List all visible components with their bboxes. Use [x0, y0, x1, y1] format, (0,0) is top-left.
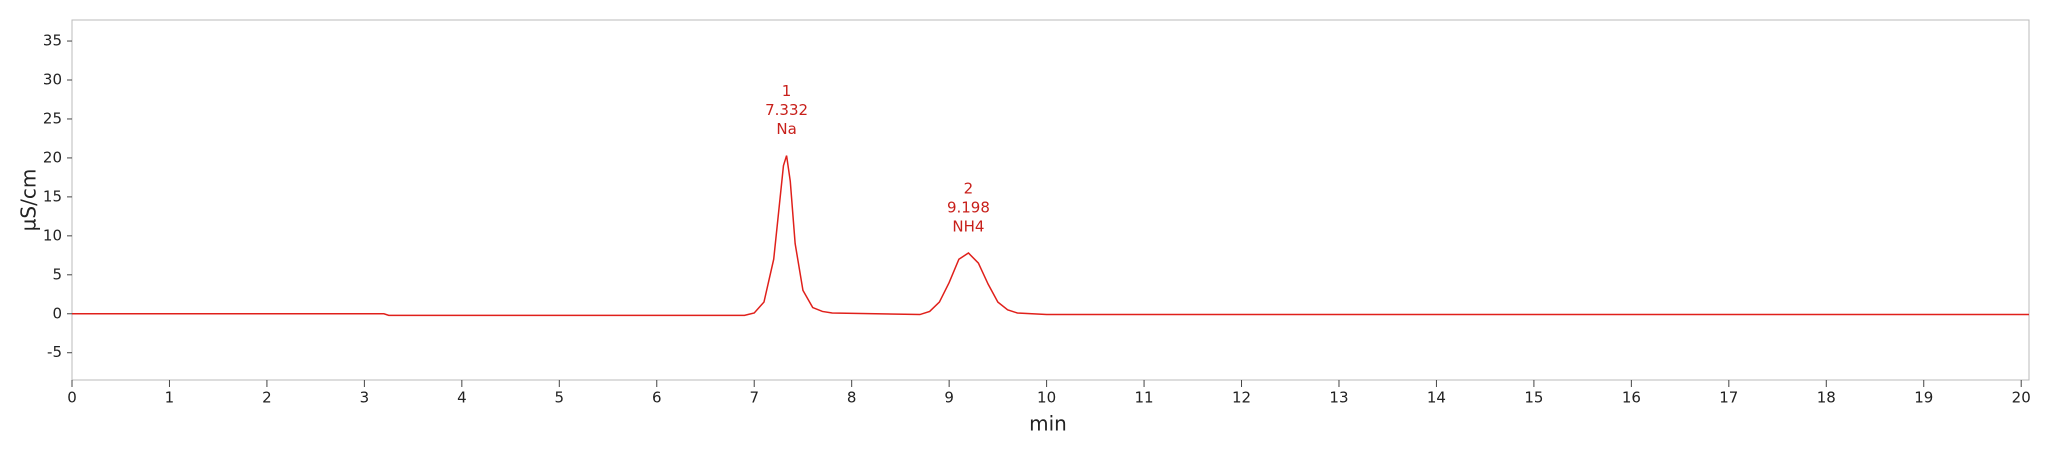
x-tick-label: 19 [1914, 389, 1933, 407]
x-tick-label: 4 [457, 389, 467, 407]
y-tick-label: 5 [52, 265, 62, 283]
x-tick-label: 16 [1622, 389, 1641, 407]
x-tick-label: 10 [1037, 389, 1056, 407]
x-tick-label: 12 [1232, 389, 1251, 407]
y-tick-label: 25 [43, 109, 62, 127]
x-axis-label: min [1029, 412, 1067, 436]
peak-name: Na [776, 120, 796, 138]
y-tick-label: 15 [43, 187, 62, 205]
x-tick-label: 14 [1427, 389, 1446, 407]
x-tick-label: 6 [652, 389, 662, 407]
x-tick-label: 13 [1329, 389, 1348, 407]
peak-time: 9.198 [947, 198, 990, 216]
x-tick-label: 18 [1817, 389, 1836, 407]
y-tick-label: 0 [52, 304, 62, 322]
x-tick-label: 1 [165, 389, 175, 407]
y-tick-label: -5 [47, 343, 62, 361]
y-tick-label: 10 [43, 226, 62, 244]
x-tick-label: 8 [847, 389, 857, 407]
y-tick-label: 30 [43, 71, 62, 89]
peak-time: 7.332 [765, 101, 808, 119]
x-tick-label: 3 [360, 389, 370, 407]
x-tick-label: 11 [1135, 389, 1154, 407]
x-tick-label: 0 [67, 389, 77, 407]
x-tick-label: 7 [749, 389, 759, 407]
x-tick-label: 5 [555, 389, 565, 407]
y-tick-label: 20 [43, 148, 62, 166]
peak-number: 1 [782, 82, 792, 100]
y-axis-label: µS/cm [17, 169, 41, 232]
peak-number: 2 [964, 179, 974, 197]
peak-name: NH4 [952, 217, 984, 235]
x-tick-label: 9 [944, 389, 954, 407]
x-tick-label: 17 [1719, 389, 1738, 407]
y-tick-label: 35 [43, 32, 62, 50]
x-tick-label: 20 [2012, 389, 2031, 407]
plot-frame [71, 19, 2030, 381]
trace [72, 155, 2029, 317]
x-tick-label: 15 [1524, 389, 1543, 407]
x-tick-label: 2 [262, 389, 272, 407]
